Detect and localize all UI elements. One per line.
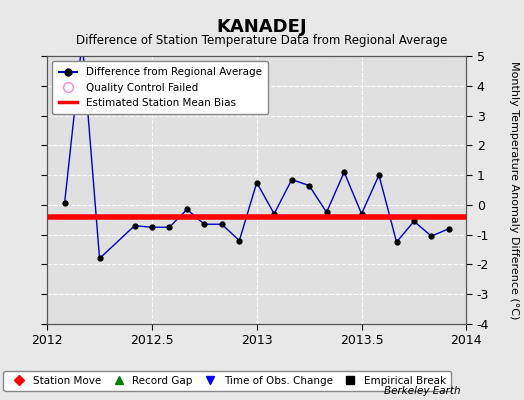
Text: KANADEJ: KANADEJ [217,18,307,36]
Legend: Station Move, Record Gap, Time of Obs. Change, Empirical Break: Station Move, Record Gap, Time of Obs. C… [4,371,451,391]
Text: Berkeley Earth: Berkeley Earth [385,386,461,396]
Text: Difference of Station Temperature Data from Regional Average: Difference of Station Temperature Data f… [77,34,447,47]
Y-axis label: Monthly Temperature Anomaly Difference (°C): Monthly Temperature Anomaly Difference (… [509,61,519,319]
